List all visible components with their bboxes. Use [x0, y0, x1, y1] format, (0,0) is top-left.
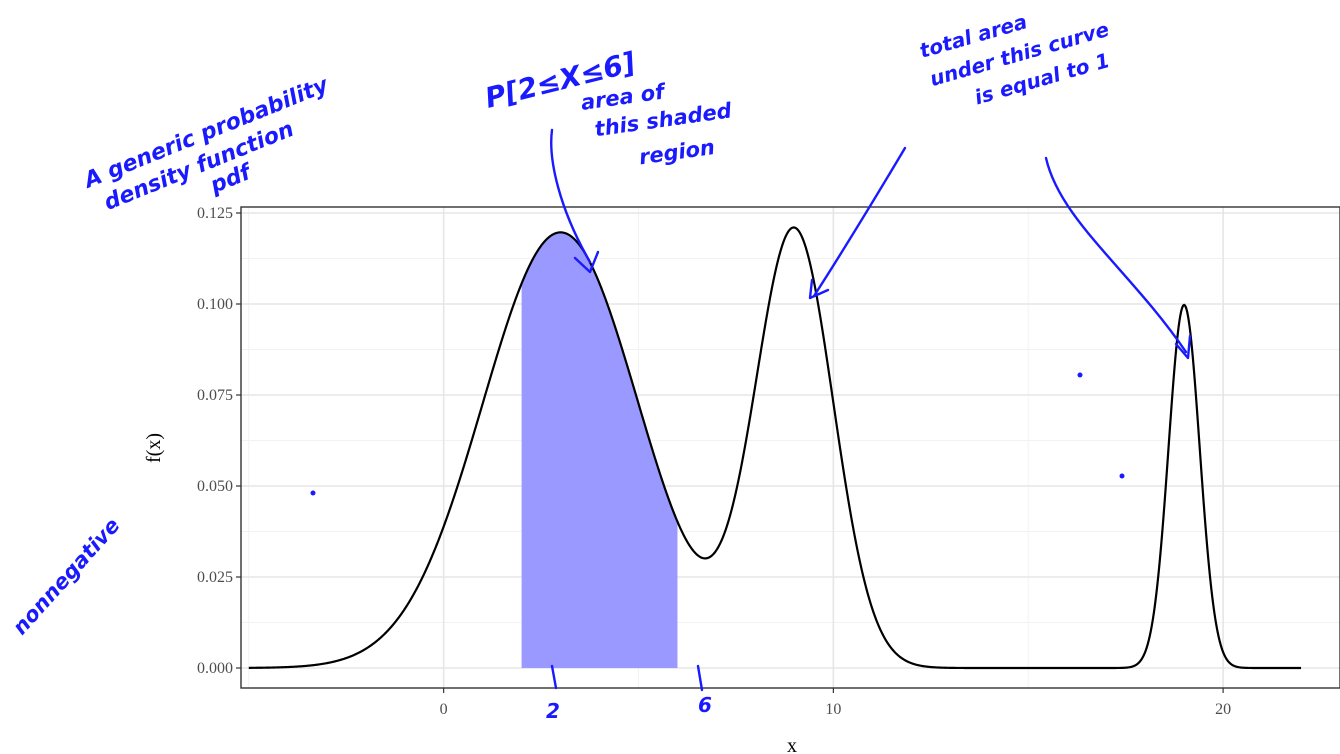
x-axis-title: x: [787, 735, 797, 754]
y-tick-label: 0.025: [197, 569, 233, 586]
density-curve: [248, 226, 1302, 670]
upper-bound-tick: [696, 664, 704, 692]
y-axis-title: f(x): [143, 433, 165, 463]
arrow-to-shaded-area: [550, 128, 600, 274]
svg-text:region: region: [637, 135, 716, 169]
y-tick-label: 0.050: [197, 478, 233, 495]
y-tick-label: 0.000: [197, 660, 233, 677]
lower-bound-label: 2: [546, 699, 560, 723]
x-axis: 0 10 20: [440, 688, 1231, 718]
arrow-to-right-peak: [1044, 156, 1192, 360]
y-axis: 0.000 0.025 0.050 0.075 0.100 0.125: [197, 205, 241, 677]
ink-dot: [1119, 473, 1125, 479]
y-tick-label: 0.125: [197, 205, 233, 222]
shaded-area-2-to-6: [521, 232, 678, 669]
nonnegative-note: nonnegative: [8, 513, 125, 639]
grid-lines: [241, 207, 1340, 688]
ink-dot: [310, 490, 316, 496]
ink-dot: [1077, 372, 1083, 378]
total-area-note: total area under this curve is equal to …: [917, 9, 1113, 109]
upper-bound-label: 6: [698, 693, 712, 717]
arrow-to-middle-peak: [808, 146, 907, 300]
panel-border: [240, 206, 1340, 689]
plot-panel: [240, 206, 1340, 689]
panel-background: [241, 207, 1340, 688]
x-tick-label: 20: [1215, 701, 1231, 718]
y-tick-label: 0.100: [197, 296, 233, 313]
lower-bound-tick: [550, 664, 558, 690]
x-tick-label: 10: [825, 701, 841, 718]
x-tick-label: 0: [440, 701, 448, 718]
y-tick-label: 0.075: [197, 387, 233, 404]
